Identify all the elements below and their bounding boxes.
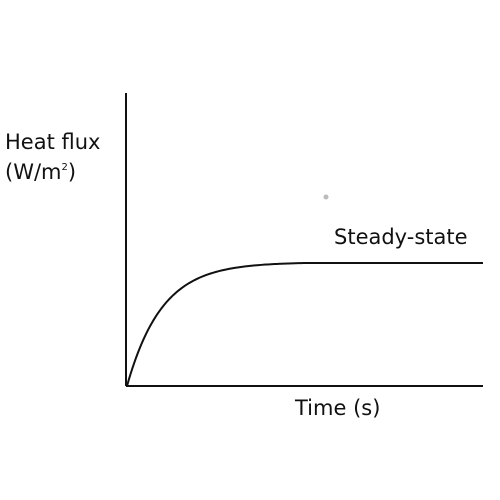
y-axis-unit-exponent: 2 (61, 162, 68, 173)
heat-flux-curve-0 (126, 262, 483, 387)
y-axis-unit-label: (W/m2) (5, 162, 76, 183)
y-axis-unit-prefix: (W/m (5, 160, 62, 184)
x-axis-label: Time (s) (295, 396, 381, 420)
y-axis-unit-suffix: ) (67, 160, 77, 184)
y-axis-label: Heat flux (5, 130, 101, 154)
steady-state-annotation: Steady-state (334, 225, 468, 249)
stray-dot (323, 194, 329, 200)
